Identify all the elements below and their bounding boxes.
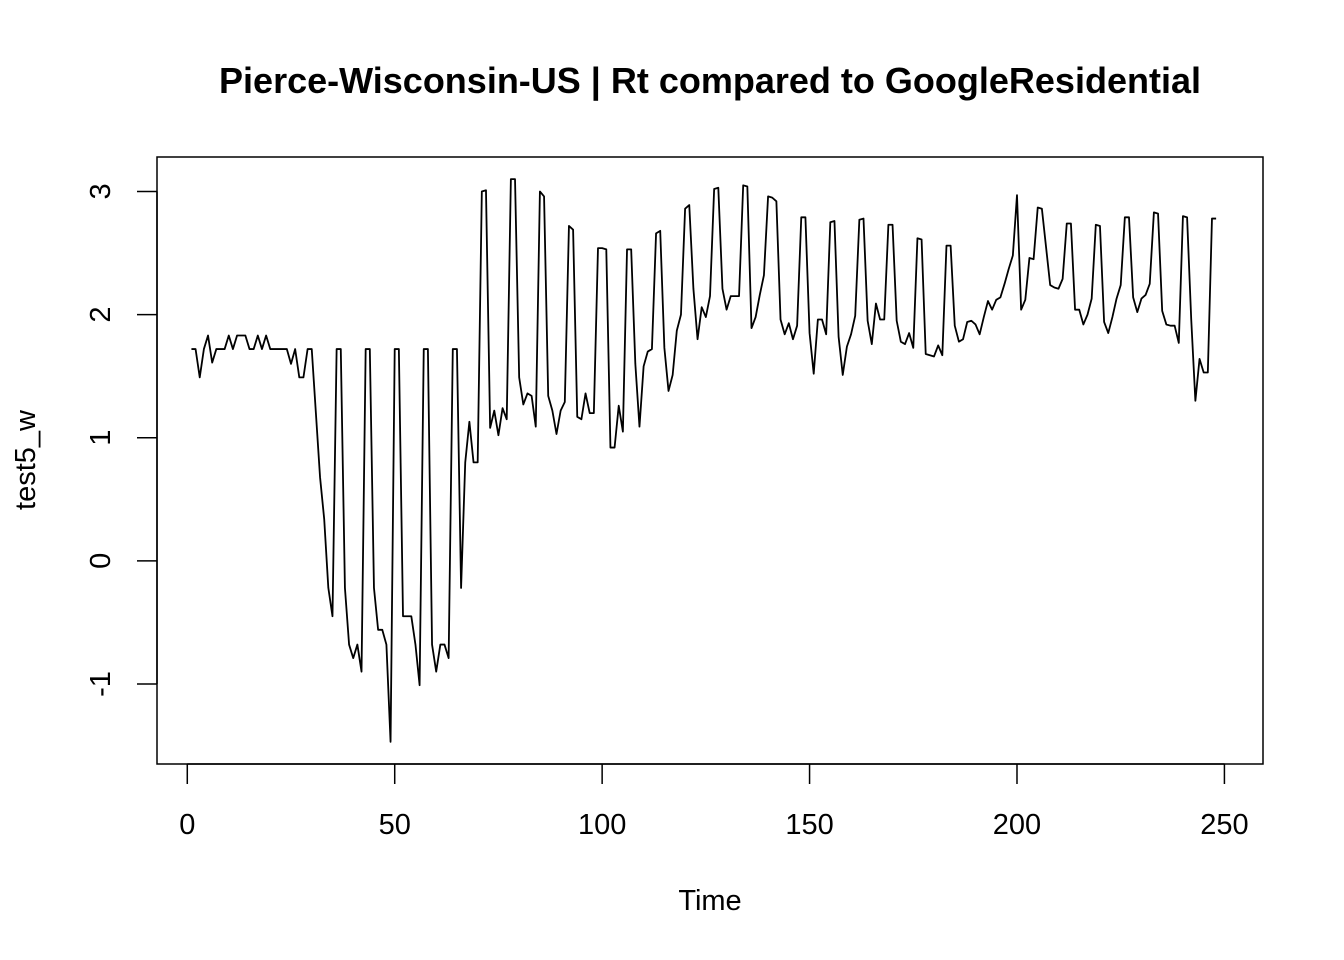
x-tick-label: 0: [179, 809, 195, 841]
x-tick-label: 50: [379, 809, 411, 841]
x-tick-label: 250: [1200, 809, 1248, 841]
y-axis-label: test5_w: [10, 409, 42, 510]
y-axis: -1 0 1 2 3: [85, 183, 158, 697]
y-tick-label: 1: [85, 430, 117, 446]
x-tick-label: 200: [993, 809, 1041, 841]
x-axis: 0 50 100 150 200 250: [179, 763, 1249, 841]
y-tick-label: -1: [85, 671, 117, 697]
series-line: [191, 178, 1217, 743]
chart-title: Pierce-Wisconsin-US | Rt compared to Goo…: [219, 60, 1201, 102]
y-tick-label: 3: [85, 183, 117, 199]
x-axis-label: Time: [678, 885, 741, 917]
y-tick-label: 0: [85, 553, 117, 569]
x-tick-label: 100: [578, 809, 626, 841]
x-tick-label: 150: [785, 809, 833, 841]
y-tick-label: 2: [85, 307, 117, 323]
plot-frame: [156, 156, 1264, 765]
